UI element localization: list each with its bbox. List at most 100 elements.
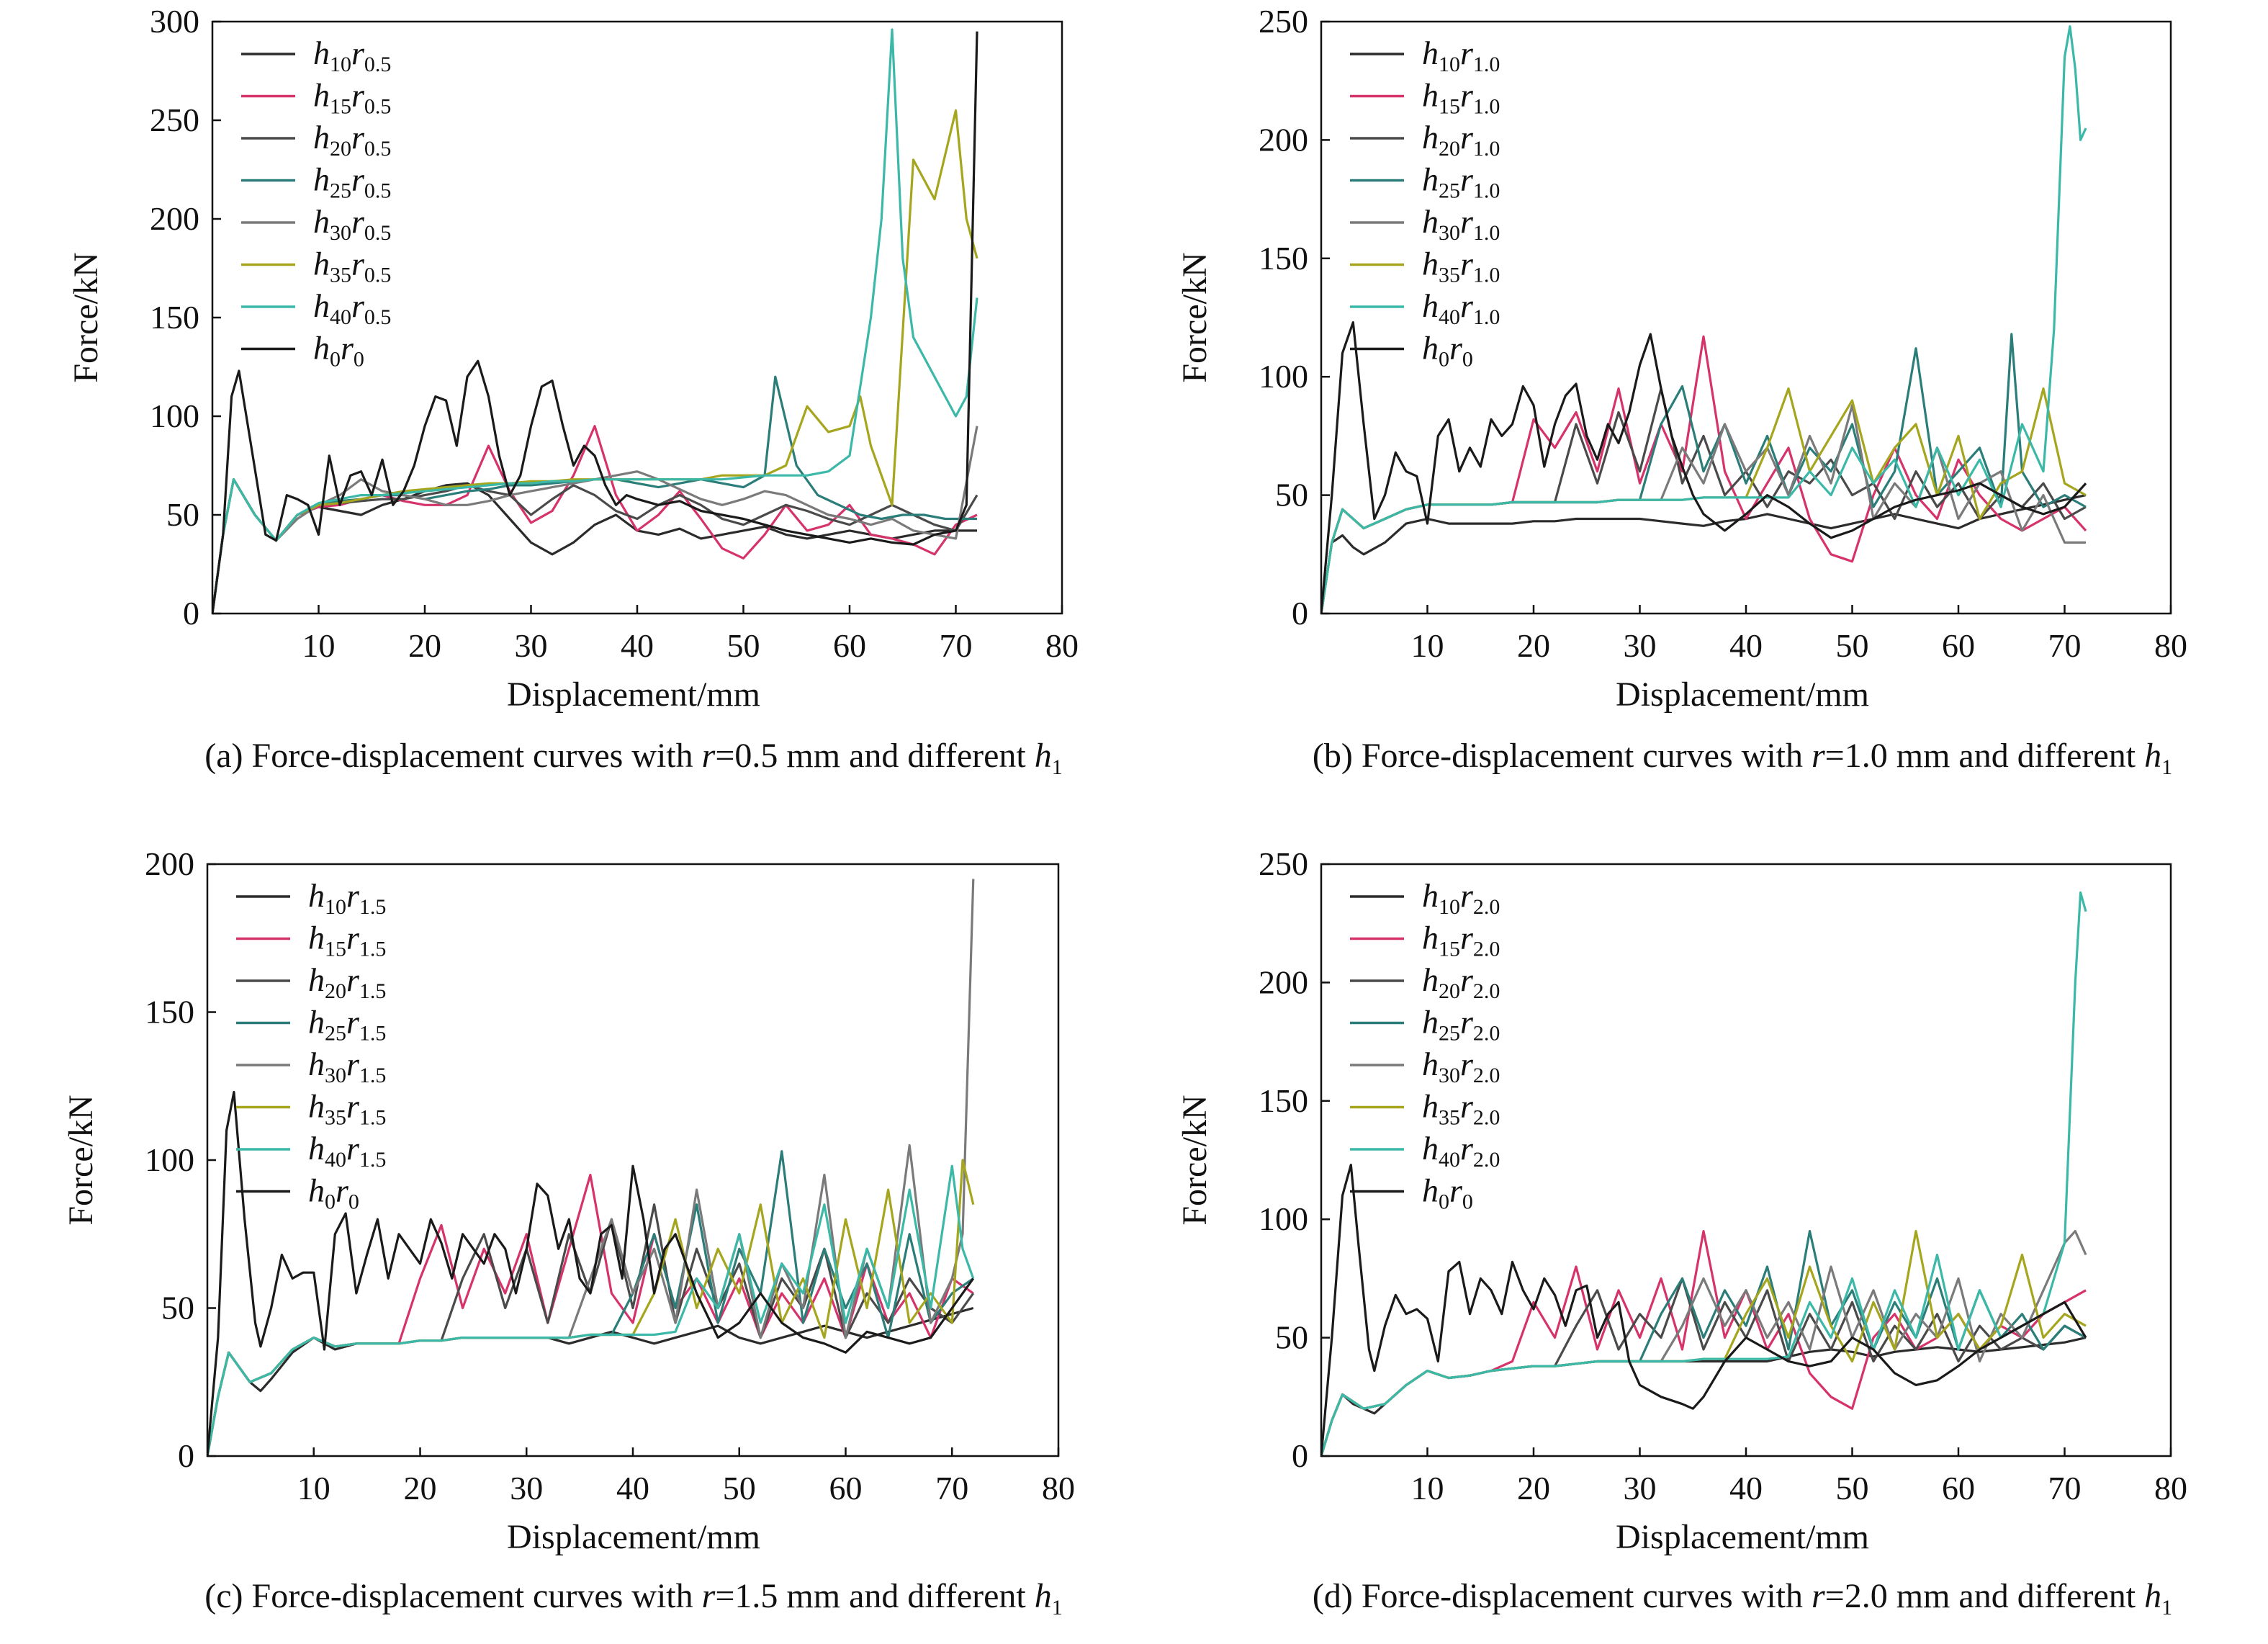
legend-r-sub: 0.5 bbox=[364, 305, 392, 329]
legend-r-sub: 0 bbox=[354, 348, 364, 372]
caption-h: h bbox=[2144, 737, 2161, 775]
legend-h: h bbox=[1422, 35, 1439, 71]
x-tick-label: 50 bbox=[723, 1470, 756, 1506]
x-tick-label: 70 bbox=[940, 627, 973, 664]
caption-sub: 1 bbox=[2161, 1596, 2172, 1620]
legend-h-sub: 10 bbox=[330, 53, 351, 76]
legend-label: h0r0 bbox=[313, 330, 364, 372]
legend-r: r bbox=[1460, 119, 1474, 156]
legend-h-sub: 25 bbox=[1439, 179, 1460, 203]
legend-r: r bbox=[1460, 1130, 1474, 1167]
legend-r: r bbox=[341, 330, 354, 367]
caption-sub: 1 bbox=[2161, 755, 2172, 779]
x-tick-label: 80 bbox=[1045, 627, 1079, 664]
legend-h-sub: 20 bbox=[1439, 979, 1460, 1003]
caption-sub: 1 bbox=[1052, 1596, 1063, 1620]
legend-h: h bbox=[308, 1046, 325, 1082]
legend-h-sub: 40 bbox=[325, 1148, 346, 1172]
x-tick-label: 80 bbox=[2154, 1470, 2187, 1506]
legend-h: h bbox=[313, 246, 330, 282]
x-axis-label: Displacement/mm bbox=[507, 675, 760, 714]
y-tick-label: 50 bbox=[1275, 1319, 1308, 1356]
legend-label: h30r1.0 bbox=[1422, 203, 1500, 245]
legend-r: r bbox=[1460, 203, 1474, 240]
series-line-h0r0 bbox=[207, 1090, 975, 1456]
series-group bbox=[212, 28, 978, 614]
legend-h: h bbox=[313, 119, 330, 156]
legend-h: h bbox=[1422, 203, 1439, 240]
series-line-h30r2.0 bbox=[1321, 1230, 2087, 1456]
legend-r-sub: 1.5 bbox=[359, 938, 387, 961]
legend-label: h25r1.0 bbox=[1422, 161, 1500, 203]
legend-h: h bbox=[308, 877, 325, 914]
series-line-h35r2.0 bbox=[1321, 1230, 2087, 1456]
series-line-h40r0.5 bbox=[212, 28, 978, 614]
y-tick-label: 250 bbox=[1259, 3, 1308, 40]
x-axis-label: Displacement/mm bbox=[1616, 675, 1869, 714]
legend-label: h20r1.0 bbox=[1422, 119, 1500, 161]
x-tick-label: 50 bbox=[1836, 1470, 1869, 1506]
legend-h: h bbox=[1422, 119, 1439, 156]
y-tick-label: 0 bbox=[178, 1437, 194, 1474]
x-tick-label: 20 bbox=[1517, 1470, 1550, 1506]
legend-h: h bbox=[1422, 1130, 1439, 1167]
x-tick-label: 70 bbox=[935, 1470, 968, 1506]
y-tick-label: 200 bbox=[145, 845, 194, 882]
legend-label: h20r2.0 bbox=[1422, 961, 1500, 1003]
y-tick-label: 100 bbox=[1259, 358, 1308, 395]
caption-h: h bbox=[1035, 1577, 1052, 1615]
legend-label: h0r0 bbox=[1422, 1172, 1473, 1214]
legend-h-sub: 15 bbox=[1439, 95, 1460, 119]
legend-h: h bbox=[313, 35, 330, 71]
legend-h: h bbox=[313, 330, 330, 367]
caption-text: =2.0 mm and different bbox=[1825, 1577, 2144, 1615]
legend-r-sub: 1.0 bbox=[1473, 264, 1500, 287]
legend-h-sub: 25 bbox=[330, 179, 351, 203]
legend-h-sub: 35 bbox=[1439, 1106, 1460, 1130]
legend-label: h10r2.0 bbox=[1422, 877, 1500, 919]
legend-h-sub: 40 bbox=[1439, 1148, 1460, 1172]
legend-label: h40r2.0 bbox=[1422, 1130, 1500, 1172]
caption-var: r bbox=[1812, 737, 1825, 775]
series-line-h10r1.5 bbox=[207, 1306, 974, 1456]
chart-panel-b: 10 20 30 40 50 60 70 80050100150200250Displacem… bbox=[1176, 3, 2187, 779]
legend-r-sub: 0 bbox=[1462, 1190, 1473, 1214]
panel-caption: (c) Force-displacement curves with r=1.5… bbox=[204, 1577, 1063, 1620]
x-tick-label: 30 bbox=[515, 627, 548, 664]
x-tick-label: 10 bbox=[302, 627, 336, 664]
legend-r: r bbox=[1460, 77, 1474, 114]
legend-r: r bbox=[351, 35, 365, 71]
series-line-h20r0.5 bbox=[212, 478, 978, 614]
caption-text: =1.0 mm and different bbox=[1825, 737, 2144, 775]
series-group bbox=[207, 879, 975, 1456]
series-line-h15r1.5 bbox=[207, 1173, 974, 1456]
legend-r: r bbox=[351, 287, 365, 324]
y-tick-label: 100 bbox=[1259, 1200, 1308, 1237]
legend-r-sub: 2.0 bbox=[1473, 1106, 1500, 1130]
legend-r-sub: 0.5 bbox=[364, 221, 392, 245]
legend-label: h15r1.0 bbox=[1422, 77, 1500, 119]
chart-panel-d: 10 20 30 40 50 60 70 80050100150200250Displacem… bbox=[1176, 845, 2187, 1620]
y-tick-label: 50 bbox=[161, 1290, 194, 1326]
legend-r: r bbox=[1460, 246, 1474, 282]
legend-r-sub: 2.0 bbox=[1473, 1064, 1500, 1087]
legend-h-sub: 30 bbox=[330, 221, 351, 245]
legend-label: h40r0.5 bbox=[313, 287, 391, 329]
legend-label: h30r0.5 bbox=[313, 203, 391, 245]
legend-label: h10r1.0 bbox=[1422, 35, 1500, 76]
y-axis-label: Force/kN bbox=[1176, 252, 1214, 382]
legend-r: r bbox=[336, 1172, 349, 1209]
legend-h: h bbox=[308, 1172, 325, 1209]
legend-h: h bbox=[313, 203, 330, 240]
legend-h: h bbox=[308, 920, 325, 956]
y-tick-label: 50 bbox=[166, 496, 199, 533]
legend-h-sub: 35 bbox=[330, 264, 351, 287]
panel-caption: (a) Force-displacement curves with r=0.5… bbox=[204, 737, 1063, 779]
legend-h-sub: 35 bbox=[1439, 264, 1460, 287]
legend-r-sub: 1.5 bbox=[359, 895, 387, 919]
legend-label: h0r0 bbox=[308, 1172, 359, 1214]
legend-r: r bbox=[346, 877, 360, 914]
legend-h: h bbox=[308, 1130, 325, 1167]
y-tick-label: 150 bbox=[1259, 240, 1308, 277]
legend: h10r2.0h15r2.0h20r2.0h25r2.0h30r2.0h35r2… bbox=[1350, 877, 1500, 1214]
